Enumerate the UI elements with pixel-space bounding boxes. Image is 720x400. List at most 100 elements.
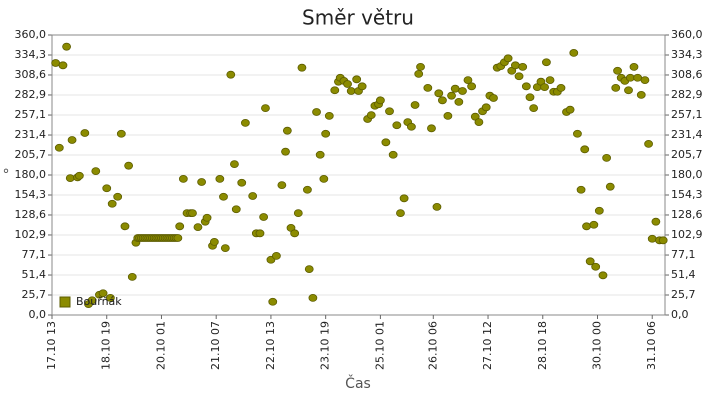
point <box>308 293 318 302</box>
x-tick-label: 31.10 06 <box>645 321 658 370</box>
point <box>463 76 473 85</box>
point <box>644 139 653 148</box>
y2-tick-label: 0,0 <box>671 308 689 321</box>
point <box>542 58 551 67</box>
point <box>107 199 117 208</box>
plot-border <box>51 34 666 316</box>
point <box>467 82 477 91</box>
y-tick-label: 257,1 <box>15 108 47 121</box>
point <box>357 82 367 91</box>
point <box>202 213 212 222</box>
point <box>458 87 467 95</box>
point <box>450 84 460 93</box>
point <box>576 185 586 194</box>
point <box>432 202 442 211</box>
point <box>113 192 123 201</box>
y2-tick-label: 51,4 <box>671 268 696 281</box>
point <box>443 111 453 120</box>
point <box>565 105 575 114</box>
point <box>416 62 425 71</box>
point <box>127 272 137 281</box>
point <box>489 94 498 102</box>
point <box>248 192 258 200</box>
point <box>454 97 464 106</box>
point <box>175 222 185 231</box>
point <box>102 184 112 193</box>
point <box>427 124 436 133</box>
y-tick-label: 231,4 <box>15 128 47 141</box>
point <box>80 129 90 137</box>
point <box>91 167 101 176</box>
point <box>178 174 188 183</box>
point <box>529 104 539 113</box>
point <box>625 73 635 82</box>
point <box>613 66 622 75</box>
point <box>605 182 615 191</box>
x-tick-label: 27.10 12 <box>481 321 494 370</box>
point <box>319 174 329 183</box>
point <box>209 237 219 246</box>
point <box>525 93 535 102</box>
y2-tick-label: 77,1 <box>671 248 696 261</box>
point <box>312 108 321 116</box>
point <box>240 118 250 127</box>
y-tick-label: 180,0 <box>15 168 47 181</box>
point <box>611 83 621 92</box>
point <box>556 83 566 92</box>
point <box>105 293 115 302</box>
point <box>324 111 334 120</box>
chart-title: Směr větru <box>302 6 414 30</box>
x-tick-label: 25.10 01 <box>373 321 386 370</box>
point <box>330 86 340 95</box>
point <box>231 205 241 214</box>
y2-tick-label: 154,3 <box>671 188 703 201</box>
y2-tick-label: 128,6 <box>671 208 703 221</box>
point <box>585 257 595 266</box>
y2-tick-label: 308,6 <box>671 68 703 81</box>
point <box>636 90 646 99</box>
point <box>74 171 84 180</box>
point <box>447 91 456 100</box>
point <box>51 59 61 67</box>
point <box>193 223 203 232</box>
point <box>303 185 312 194</box>
point <box>321 129 331 138</box>
point <box>124 161 134 170</box>
y-tick-label: 51,4 <box>22 268 47 281</box>
point <box>261 104 270 113</box>
point <box>220 244 230 253</box>
point <box>503 54 513 63</box>
y2-tick-label: 180,0 <box>671 168 703 181</box>
point <box>434 89 444 98</box>
point <box>647 234 657 243</box>
y-tick-label: 0,0 <box>29 308 47 321</box>
point <box>255 229 265 238</box>
point <box>226 70 236 79</box>
point <box>414 69 424 78</box>
point <box>474 118 484 127</box>
point <box>120 222 130 231</box>
point <box>633 73 643 82</box>
point <box>297 63 307 72</box>
point <box>589 220 599 229</box>
point <box>573 129 582 138</box>
point <box>352 75 362 84</box>
x-tick-label: 21.10 07 <box>209 321 222 370</box>
point <box>591 262 601 271</box>
point <box>282 126 292 135</box>
point <box>98 289 108 298</box>
point <box>272 251 281 260</box>
point <box>396 209 405 218</box>
y2-tick-label: 282,9 <box>671 88 703 101</box>
point <box>67 136 77 144</box>
point <box>658 236 668 245</box>
point <box>540 83 549 92</box>
point <box>290 229 300 238</box>
point <box>375 96 385 105</box>
y2-tick-label: 360,0 <box>671 28 703 41</box>
point <box>624 86 633 95</box>
x-tick-label: 22.10 13 <box>264 321 277 370</box>
point <box>640 76 650 85</box>
point <box>188 209 197 218</box>
